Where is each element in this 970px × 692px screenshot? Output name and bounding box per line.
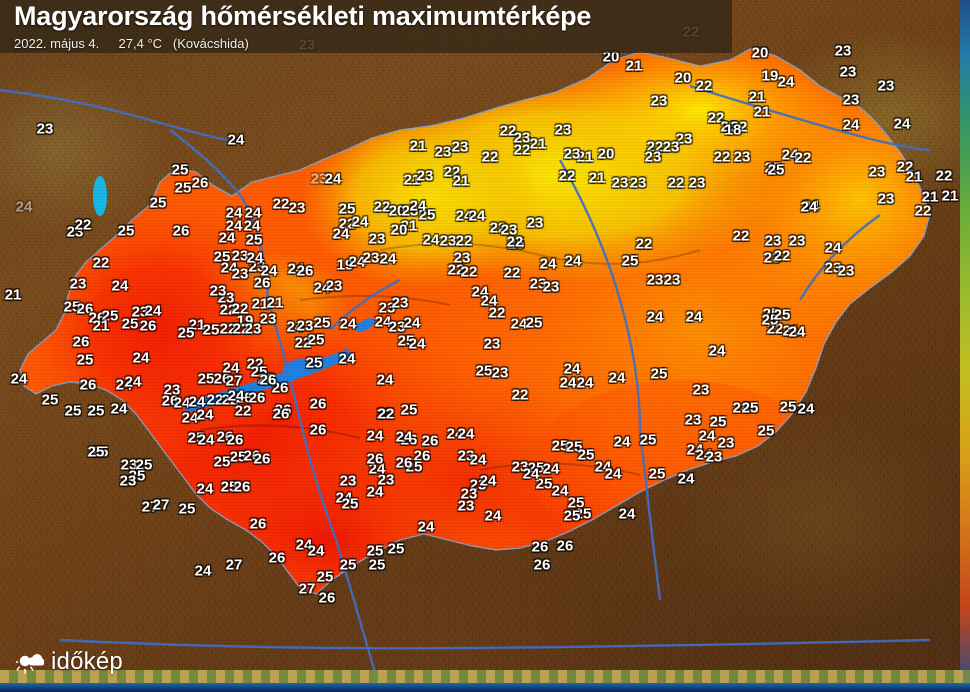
map-date: 2022. május 4. [14,36,100,51]
country-border [19,47,931,595]
subtitle: 2022. május 4. 27,4 °C (Kovácshida) [14,36,249,51]
page-title: Magyarország hőmérsékleti maximumtérképe [14,1,592,31]
extreme-station: (Kovácshida) [172,36,249,51]
sun-behind-cloud-icon [14,650,45,674]
extreme-value: 27,4 °C [118,36,163,51]
lakes-layer [93,176,375,413]
logo-text: időkép [51,648,123,675]
title-bar: Magyarország hőmérsékleti maximumtérképe… [0,0,732,53]
idokep-logo[interactable]: időkép [14,648,123,675]
